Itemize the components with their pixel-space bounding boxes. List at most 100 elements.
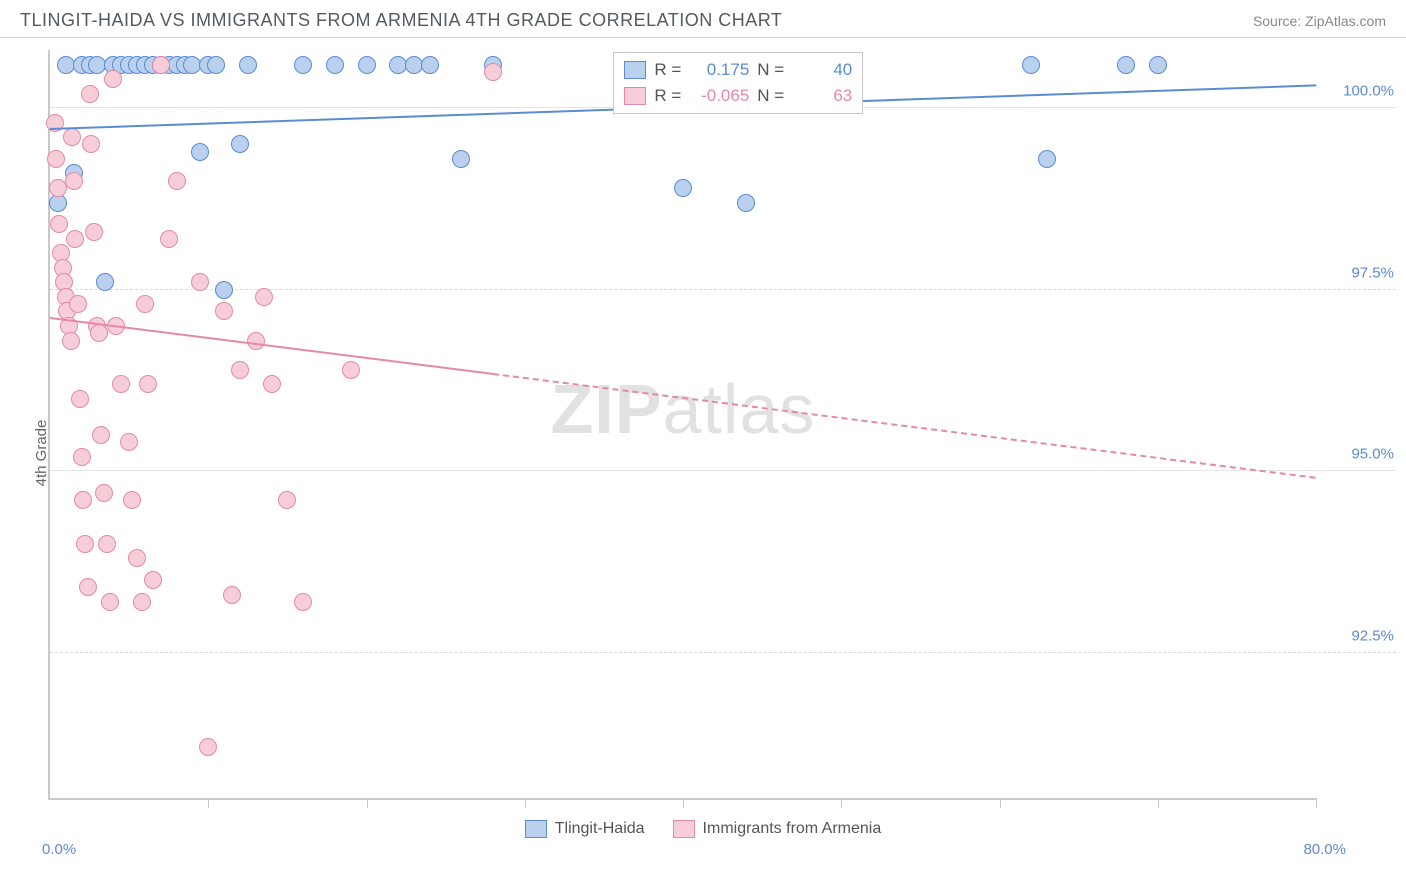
legend-label: Tlingit-Haida: [555, 820, 645, 838]
gridline: [50, 470, 1396, 471]
stat-row-tlingit: R = 0.175 N = 40: [624, 57, 852, 83]
data-point-armenia: [90, 324, 108, 342]
data-point-armenia: [342, 361, 360, 379]
x-max-label: 80.0%: [1303, 841, 1346, 858]
source-label: Source: ZipAtlas.com: [1253, 13, 1386, 29]
data-point-armenia: [76, 535, 94, 553]
stat-n-key: N =: [757, 86, 784, 106]
x-tick: [208, 798, 209, 808]
stat-row-armenia: R = -0.065 N = 63: [624, 83, 852, 109]
data-point-armenia: [82, 135, 100, 153]
data-point-armenia: [81, 85, 99, 103]
stat-r-key: R =: [654, 60, 681, 80]
data-point-armenia: [69, 295, 87, 313]
data-point-armenia: [85, 223, 103, 241]
data-point-tlingit: [1038, 150, 1056, 168]
data-point-armenia: [278, 491, 296, 509]
data-point-armenia: [199, 738, 217, 756]
x-tick: [841, 798, 842, 808]
x-tick: [1316, 798, 1317, 808]
data-point-armenia: [223, 586, 241, 604]
x-tick: [1158, 798, 1159, 808]
plot-region: ZIPatlas 92.5%95.0%97.5%100.0%R =0.175N …: [48, 50, 1316, 800]
data-point-tlingit: [294, 56, 312, 74]
trend-line: [50, 317, 493, 375]
data-point-armenia: [66, 230, 84, 248]
x-min-label: 0.0%: [42, 841, 76, 858]
data-point-armenia: [247, 332, 265, 350]
data-point-armenia: [71, 390, 89, 408]
data-point-armenia: [123, 491, 141, 509]
data-point-armenia: [168, 172, 186, 190]
stat-r-val: -0.065: [689, 86, 749, 106]
data-point-armenia: [215, 302, 233, 320]
x-tick: [1000, 798, 1001, 808]
data-point-armenia: [104, 70, 122, 88]
data-point-tlingit: [452, 150, 470, 168]
data-point-armenia: [231, 361, 249, 379]
y-tick-label: 100.0%: [1343, 83, 1394, 100]
data-point-armenia: [79, 578, 97, 596]
data-point-tlingit: [674, 179, 692, 197]
data-point-armenia: [120, 433, 138, 451]
data-point-armenia: [263, 375, 281, 393]
data-point-armenia: [144, 571, 162, 589]
y-tick-label: 97.5%: [1351, 264, 1394, 281]
swatch-tlingit: [624, 61, 646, 79]
data-point-armenia: [47, 150, 65, 168]
data-point-tlingit: [215, 281, 233, 299]
data-point-tlingit: [207, 56, 225, 74]
data-point-armenia: [65, 172, 83, 190]
data-point-armenia: [128, 549, 146, 567]
data-point-armenia: [294, 593, 312, 611]
y-tick-label: 95.0%: [1351, 446, 1394, 463]
chart-area: 4th Grade ZIPatlas 92.5%95.0%97.5%100.0%…: [0, 38, 1406, 868]
stat-n-val: 63: [792, 86, 852, 106]
data-point-armenia: [160, 230, 178, 248]
data-point-armenia: [484, 63, 502, 81]
stat-r-val: 0.175: [689, 60, 749, 80]
correlation-statbox: R = 0.175 N = 40 R = -0.065 N = 63: [613, 52, 863, 114]
gridline: [50, 289, 1396, 290]
gridline: [50, 652, 1396, 653]
data-point-tlingit: [737, 194, 755, 212]
data-point-armenia: [152, 56, 170, 74]
data-point-armenia: [139, 375, 157, 393]
y-tick-label: 92.5%: [1351, 627, 1394, 644]
data-point-tlingit: [1022, 56, 1040, 74]
data-point-tlingit: [358, 56, 376, 74]
stat-r-key: R =: [654, 86, 681, 106]
data-point-armenia: [112, 375, 130, 393]
legend-label: Immigrants from Armenia: [703, 820, 882, 838]
stat-n-val: 40: [792, 60, 852, 80]
data-point-tlingit: [231, 135, 249, 153]
data-point-tlingit: [191, 143, 209, 161]
data-point-tlingit: [326, 56, 344, 74]
legend-item: Tlingit-Haida: [525, 820, 645, 838]
data-point-armenia: [133, 593, 151, 611]
chart-header: TLINGIT-HAIDA VS IMMIGRANTS FROM ARMENIA…: [0, 0, 1406, 38]
data-point-armenia: [74, 491, 92, 509]
data-point-armenia: [98, 535, 116, 553]
legend-swatch: [673, 820, 695, 838]
data-point-armenia: [63, 128, 81, 146]
data-point-tlingit: [239, 56, 257, 74]
data-point-armenia: [191, 273, 209, 291]
data-point-tlingit: [1149, 56, 1167, 74]
watermark-atlas: atlas: [663, 370, 816, 448]
legend-swatch: [525, 820, 547, 838]
data-point-tlingit: [421, 56, 439, 74]
stat-n-key: N =: [757, 60, 784, 80]
swatch-armenia: [624, 87, 646, 105]
legend-item: Immigrants from Armenia: [673, 820, 882, 838]
data-point-armenia: [95, 484, 113, 502]
data-point-tlingit: [96, 273, 114, 291]
data-point-armenia: [255, 288, 273, 306]
chart-title: TLINGIT-HAIDA VS IMMIGRANTS FROM ARMENIA…: [20, 10, 782, 31]
data-point-tlingit: [1117, 56, 1135, 74]
data-point-armenia: [136, 295, 154, 313]
legend: Tlingit-Haida Immigrants from Armenia: [0, 820, 1406, 838]
data-point-armenia: [62, 332, 80, 350]
data-point-armenia: [101, 593, 119, 611]
data-point-armenia: [73, 448, 91, 466]
